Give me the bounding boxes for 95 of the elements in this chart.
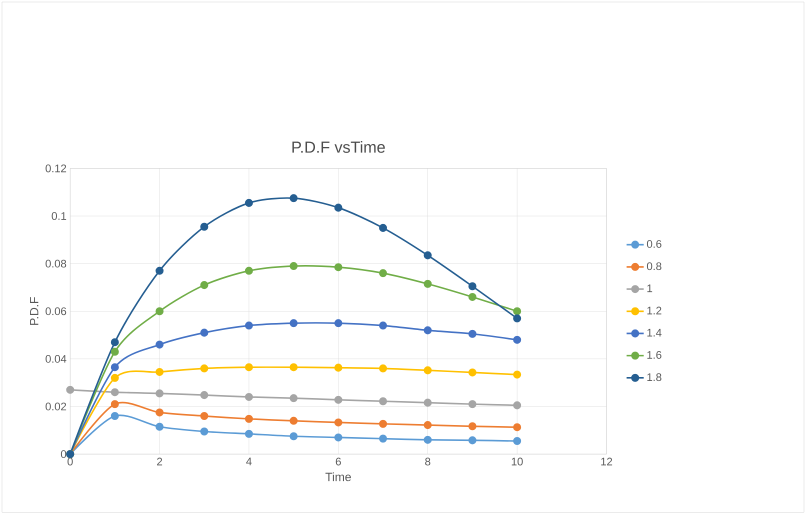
x-tick-label: 4 xyxy=(246,458,252,466)
point xyxy=(379,434,388,443)
point xyxy=(334,418,342,426)
legend-label: 1.2 xyxy=(647,306,662,314)
x-tick-label: 2 xyxy=(157,458,162,466)
point xyxy=(200,427,208,436)
point xyxy=(156,368,164,376)
legend-label: 0.8 xyxy=(646,262,662,270)
point xyxy=(379,224,388,232)
point xyxy=(110,388,119,396)
point xyxy=(290,319,298,328)
x-tick-label: 8 xyxy=(425,458,430,466)
point xyxy=(334,263,342,272)
point xyxy=(379,397,388,406)
point xyxy=(424,251,432,260)
point xyxy=(290,194,298,202)
point xyxy=(513,314,522,322)
point xyxy=(379,364,388,372)
point xyxy=(513,401,522,410)
point xyxy=(424,436,432,444)
x-axis-title: Time xyxy=(325,472,351,482)
point xyxy=(290,394,298,402)
y-tick-label: 0.04 xyxy=(46,354,66,363)
point xyxy=(244,414,253,423)
point xyxy=(468,368,476,376)
point xyxy=(156,408,164,416)
point xyxy=(468,400,476,408)
point xyxy=(110,363,119,372)
point xyxy=(379,321,388,330)
point xyxy=(200,412,208,420)
legend-label: 1.6 xyxy=(647,350,662,359)
chart-title: P.D.F vsTime xyxy=(292,140,385,153)
y-axis-title: P.D.F xyxy=(30,297,38,325)
point xyxy=(156,422,164,431)
point xyxy=(513,423,522,432)
point xyxy=(200,280,208,289)
legend-label: 1.8 xyxy=(647,373,662,381)
point xyxy=(244,266,253,275)
point xyxy=(468,282,476,290)
y-tick-label: 0.02 xyxy=(46,402,66,410)
y-tick-label: 0.1 xyxy=(52,212,66,220)
point xyxy=(468,330,476,338)
point xyxy=(424,398,432,407)
point xyxy=(334,319,342,328)
point xyxy=(334,204,342,212)
point xyxy=(110,412,119,420)
point xyxy=(244,430,253,438)
point xyxy=(513,336,522,344)
y-tick-label: 0.12 xyxy=(46,164,66,172)
point xyxy=(200,222,208,231)
point xyxy=(379,269,388,278)
point xyxy=(244,198,253,207)
y-tick-label: 0 xyxy=(60,450,66,458)
point xyxy=(244,321,253,330)
point xyxy=(468,292,476,301)
point xyxy=(200,364,208,372)
point xyxy=(66,386,74,394)
legend-label: 1 xyxy=(647,284,652,292)
point xyxy=(156,266,164,275)
point xyxy=(110,348,119,356)
x-tick-label: 0 xyxy=(68,458,73,466)
point xyxy=(156,389,164,398)
y-tick-label: 0.08 xyxy=(46,260,66,268)
point xyxy=(290,416,298,425)
point xyxy=(156,307,164,316)
point xyxy=(424,366,432,374)
point xyxy=(379,420,388,428)
point xyxy=(290,432,298,440)
legend-label: 0.6 xyxy=(646,240,662,248)
x-tick-label: 6 xyxy=(336,458,341,466)
point xyxy=(513,436,522,445)
point xyxy=(468,436,476,444)
point xyxy=(110,374,119,382)
point xyxy=(424,280,432,288)
point xyxy=(334,364,342,372)
point xyxy=(513,370,522,378)
point xyxy=(290,363,298,372)
point xyxy=(334,396,342,404)
point xyxy=(244,392,253,401)
x-tick-label: 10 xyxy=(512,458,523,466)
legend-label: 1.4 xyxy=(647,328,662,336)
point xyxy=(468,422,476,430)
y-tick-label: 0.06 xyxy=(46,307,66,316)
point xyxy=(156,340,164,348)
point xyxy=(334,433,342,442)
x-tick-label: 12 xyxy=(601,458,612,466)
point xyxy=(513,307,522,316)
point xyxy=(200,390,208,399)
point xyxy=(290,262,298,270)
point xyxy=(424,326,432,334)
point xyxy=(200,328,208,337)
point xyxy=(424,420,432,429)
point xyxy=(110,338,119,346)
point xyxy=(244,363,253,372)
point xyxy=(110,400,119,408)
